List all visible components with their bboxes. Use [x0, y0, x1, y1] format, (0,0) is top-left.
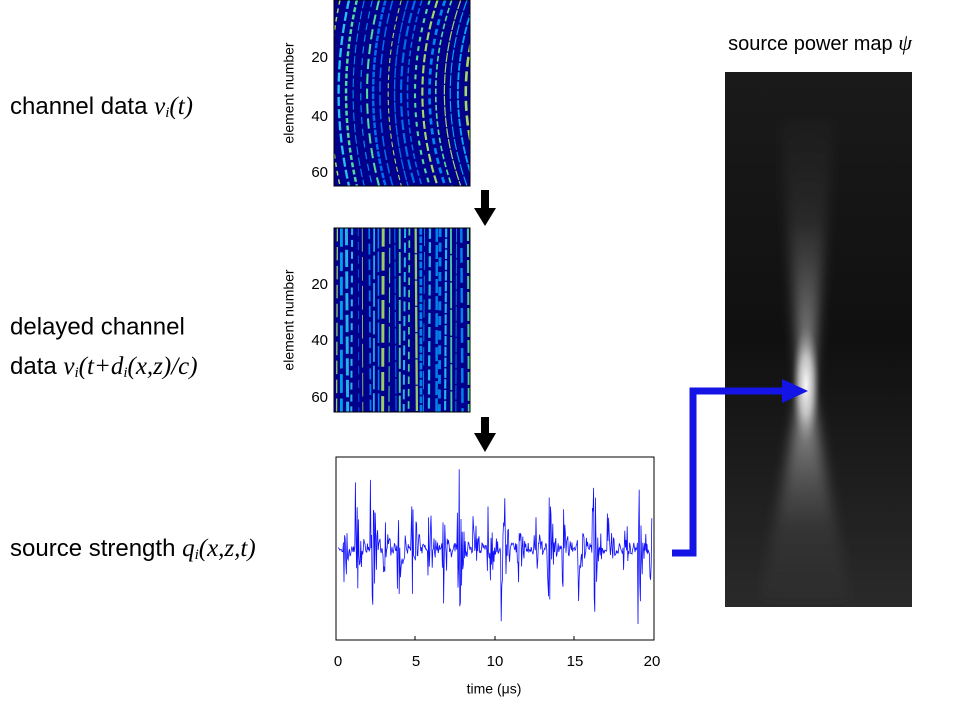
down-arrow [474, 190, 496, 226]
x-tick-label: 20 [644, 653, 661, 670]
label-text: source strength [10, 535, 182, 562]
label-text: data [10, 353, 63, 380]
y-tick-label: 60 [311, 389, 328, 406]
title-text: source power map [728, 33, 898, 55]
x-tick-label: 0 [334, 653, 342, 670]
math: q [182, 535, 195, 562]
math: (x,z,t) [199, 535, 256, 562]
power-map [725, 72, 912, 607]
aligned-echo [416, 228, 417, 412]
math: (t) [169, 93, 193, 120]
label-channel-data: channel data vi(t) [10, 93, 193, 122]
wavefront [472, 0, 490, 186]
y-tick-label: 40 [311, 332, 328, 349]
y-axis-label: element number [281, 42, 297, 144]
power-map-title: source power map ψ [728, 30, 912, 55]
label-delayed-line1: delayed channel [10, 313, 185, 340]
y-tick-label: 20 [311, 49, 328, 66]
x-tick-label: 5 [412, 653, 420, 670]
label-text: channel data [10, 93, 154, 120]
aligned-echo [445, 228, 446, 412]
focal-spot [792, 325, 820, 445]
label-source-strength: source strength qi(x,z,t) [10, 535, 256, 564]
math: (t+d [79, 353, 124, 380]
wavefront [477, 0, 495, 186]
channel-heatmap [330, 0, 495, 186]
x-tick-label: 15 [567, 653, 584, 670]
aligned-echo [346, 228, 347, 412]
x-tick-label: 10 [487, 653, 504, 670]
math: (x,z)/c) [128, 353, 198, 380]
y-tick-label: 40 [311, 108, 328, 125]
down-arrow [474, 417, 496, 452]
aligned-echo [468, 228, 469, 412]
delayed-heatmap [334, 228, 470, 412]
label-delayed-line2: data vi(t+di(x,z)/c) [10, 353, 198, 382]
heatmap-bg [334, 228, 470, 412]
x-axis-label: time (μs) [467, 681, 522, 697]
y-axis-label: element number [281, 269, 297, 371]
math: ψ [898, 30, 912, 55]
y-tick-label: 20 [311, 276, 328, 293]
y-tick-label: 60 [311, 164, 328, 181]
